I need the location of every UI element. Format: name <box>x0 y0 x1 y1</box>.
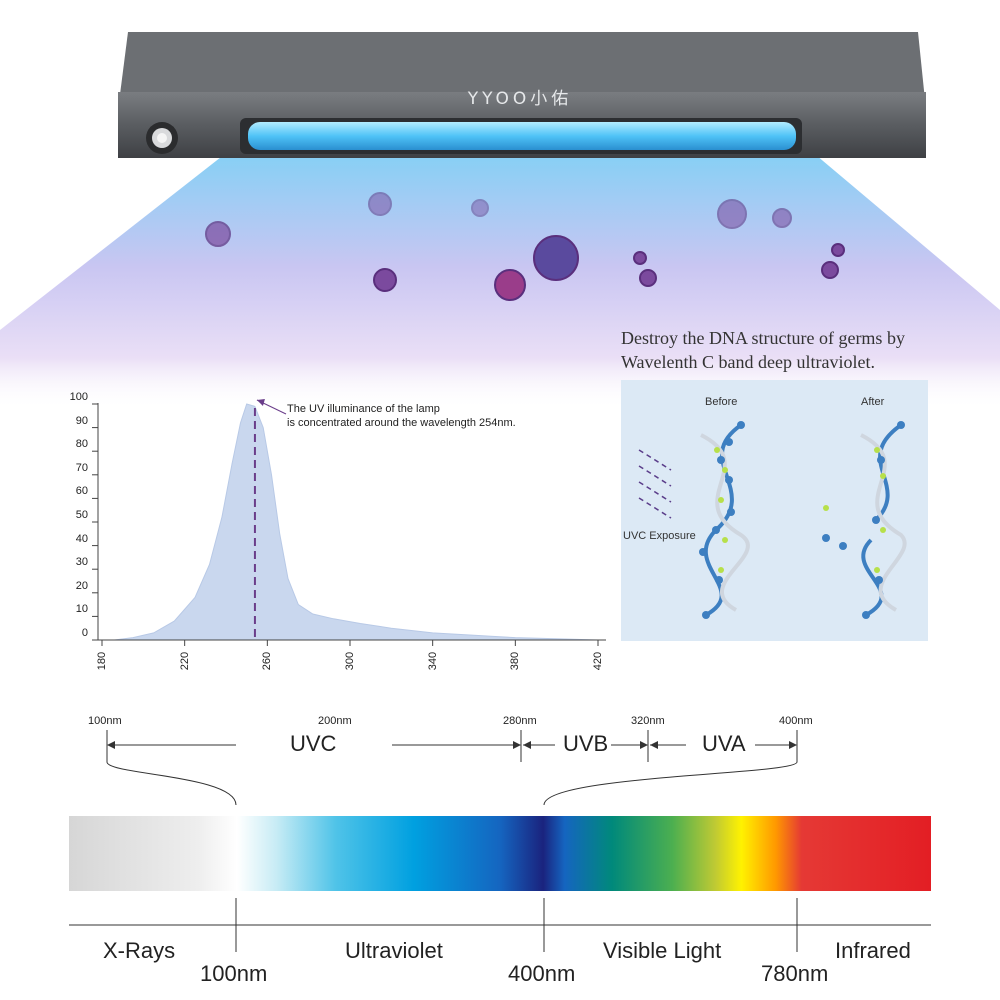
caption-line-1: Destroy the DNA structure of germs by <box>621 328 905 348</box>
y-tick-label: 90 <box>75 414 88 427</box>
band-uva: UVA <box>702 731 746 756</box>
virus-icon <box>717 199 747 229</box>
after-label: After <box>861 396 885 408</box>
annotation-line-1: The UV illuminance of the lamp <box>287 403 440 415</box>
uv-lamp <box>118 32 926 158</box>
dna-helix-before-icon <box>699 421 750 619</box>
virus-icon <box>373 268 397 292</box>
virus-icon <box>205 221 231 247</box>
peak-annotation: The UV illuminance of the lamp is concen… <box>287 402 516 430</box>
nm-label-400: 400nm <box>779 715 813 727</box>
virus-icon <box>821 261 839 279</box>
illuminance-area <box>114 403 599 641</box>
uv-band-brackets <box>106 730 798 806</box>
dna-helix-after-icon <box>822 421 907 619</box>
uvc-exposure-label: UVC Exposure <box>623 530 696 542</box>
x-tick-label: 220 <box>178 651 191 671</box>
annotation-line-2: is concentrated around the wavelength 25… <box>287 417 516 429</box>
y-tick-label: 70 <box>75 461 88 474</box>
dna-helix-illustration <box>638 421 907 619</box>
y-tick-label: 60 <box>75 485 88 498</box>
y-tick-label: 20 <box>75 579 88 592</box>
x-tick-label: 380 <box>509 651 522 671</box>
x-tick-label: 420 <box>592 651 604 671</box>
label-100nm: 100nm <box>200 961 268 986</box>
y-tick-label: 100 <box>69 391 88 403</box>
caption-line-2: Wavelenth C band deep ultraviolet. <box>621 352 875 372</box>
spectrum-scale <box>69 898 931 952</box>
x-tick-label: 180 <box>96 651 108 671</box>
dna-before-after-panel: Before After UVC Exposure <box>621 380 928 641</box>
y-tick-label: 10 <box>75 603 88 616</box>
nm-label-200: 200nm <box>318 715 352 727</box>
virus-icon <box>533 235 579 281</box>
label-ultraviolet: Ultraviolet <box>345 938 443 963</box>
nm-label-320: 320nm <box>631 715 665 727</box>
before-label: Before <box>705 396 738 408</box>
y-tick-label: 30 <box>75 556 88 569</box>
electromagnetic-spectrum-bar <box>69 816 931 891</box>
label-visible-light: Visible Light <box>603 938 722 963</box>
uv-illuminance-chart <box>92 399 606 646</box>
x-tick-label: 300 <box>344 651 356 671</box>
x-tick-label: 340 <box>426 651 439 671</box>
virus-icon <box>494 269 526 301</box>
dna-caption: Destroy the DNA structure of germs by Wa… <box>621 326 991 374</box>
y-tick-label: 80 <box>75 438 88 451</box>
virus-icon <box>633 251 647 265</box>
x-tick-label: 260 <box>261 651 274 671</box>
annotation-arrowhead <box>256 399 265 406</box>
label-400nm: 400nm <box>508 961 576 986</box>
virus-icon <box>639 269 657 287</box>
nm-label-280: 280nm <box>503 715 537 727</box>
band-uvb: UVB <box>563 731 609 756</box>
virus-icon <box>772 208 792 228</box>
virus-icon <box>368 192 392 216</box>
virus-icon <box>831 243 845 257</box>
label-infrared: Infrared <box>835 938 911 963</box>
germ-particles <box>205 192 845 301</box>
y-tick-label: 0 <box>81 627 88 639</box>
nm-label-100: 100nm <box>88 715 122 727</box>
virus-icon <box>471 199 489 217</box>
band-uvc: UVC <box>290 731 337 756</box>
brand-logo-text: YYOO小佑 <box>467 89 573 109</box>
y-tick-label: 50 <box>75 509 88 521</box>
y-tick-label: 40 <box>75 532 88 545</box>
label-x-rays: X-Rays <box>103 938 176 963</box>
label-780nm: 780nm <box>761 961 829 986</box>
